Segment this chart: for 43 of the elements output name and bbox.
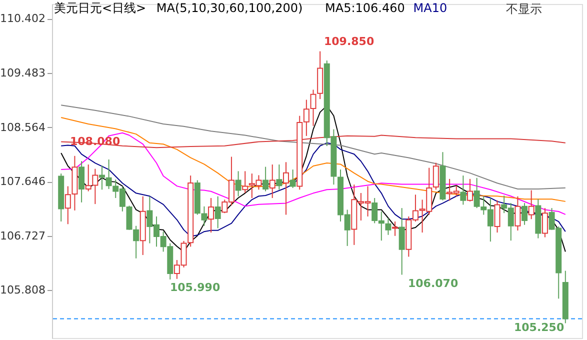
line-series [60, 117, 566, 202]
candlestick [242, 170, 248, 194]
candlestick [432, 162, 439, 190]
candlestick [262, 166, 269, 192]
annotation: 105.990 [170, 281, 220, 294]
line-series [60, 104, 566, 190]
candlestick [460, 175, 466, 206]
text: MA5:106.460 [325, 1, 405, 15]
annotation: 109.850 [324, 35, 374, 48]
candlestick [98, 165, 105, 190]
chart-title: 美元日元<日线> [54, 1, 146, 15]
y-tick-label: 105.808 [0, 284, 46, 297]
candlestick [392, 220, 398, 236]
candlestick [467, 178, 473, 202]
y-tick-label: 108.564 [0, 120, 46, 134]
annotation: 不显示 [506, 2, 542, 16]
annotation: 106.070 [408, 277, 458, 290]
candlestick [276, 164, 282, 190]
text: MA10 [413, 1, 448, 15]
candlestick [106, 158, 112, 190]
candlestick [542, 208, 548, 238]
candlestick [385, 218, 392, 236]
candlestick [201, 206, 208, 226]
candlestick [235, 170, 242, 197]
line-series [60, 132, 566, 215]
candlestick [269, 164, 276, 199]
candlestick [214, 196, 221, 229]
candlestick [398, 208, 405, 276]
y-tick-label: 106.727 [0, 229, 46, 242]
candlestick [78, 160, 85, 203]
candlestick [522, 202, 528, 226]
candlestick [290, 169, 296, 188]
candlestick [494, 200, 500, 234]
candlestick [514, 196, 521, 232]
candlestick [282, 162, 289, 216]
candlestick [528, 190, 534, 220]
y-tick-label: 109.483 [0, 66, 46, 80]
annotation: 105.250 [514, 321, 564, 334]
legend-title: MA(5,10,30,60,100,200) [156, 1, 303, 15]
candlestick [133, 225, 140, 259]
y-tick-label: 110.402 [0, 12, 46, 26]
candlestick [208, 198, 214, 234]
y-tick-label: 107.646 [0, 175, 46, 188]
